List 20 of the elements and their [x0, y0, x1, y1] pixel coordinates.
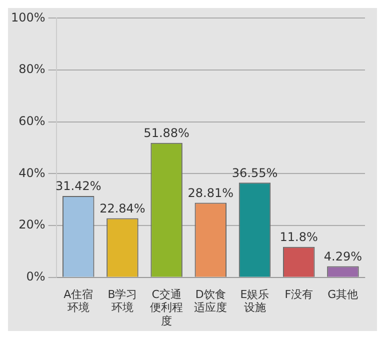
y-tick-label: 0% — [26, 270, 46, 284]
y-tick-label: 20% — [18, 218, 46, 232]
data-label: 28.81% — [188, 186, 234, 200]
y-tick-label: 40% — [18, 166, 46, 180]
y-tick-label: 80% — [18, 62, 46, 76]
data-label: 31.42% — [55, 179, 102, 194]
y-tick-label: 100% — [10, 10, 46, 24]
data-label: 22.84% — [100, 201, 146, 216]
x-tick-label: B学习环境 — [108, 288, 138, 314]
y-tick-label: 60% — [18, 114, 46, 128]
data-label: 11.8% — [280, 230, 318, 244]
x-tick-label: D饮食适应度 — [194, 288, 228, 314]
x-tick-label: A住宿环境 — [64, 288, 94, 314]
x-tick-label: F没有 — [284, 288, 314, 301]
x-tick-label: C交通便利程度 — [150, 288, 184, 328]
data-label: 36.55% — [232, 166, 278, 180]
x-tick-label: G其他 — [328, 288, 358, 301]
data-label: 4.29% — [324, 249, 362, 264]
data-label: 51.88% — [144, 126, 190, 140]
x-tick-label: E娱乐设施 — [240, 288, 270, 314]
